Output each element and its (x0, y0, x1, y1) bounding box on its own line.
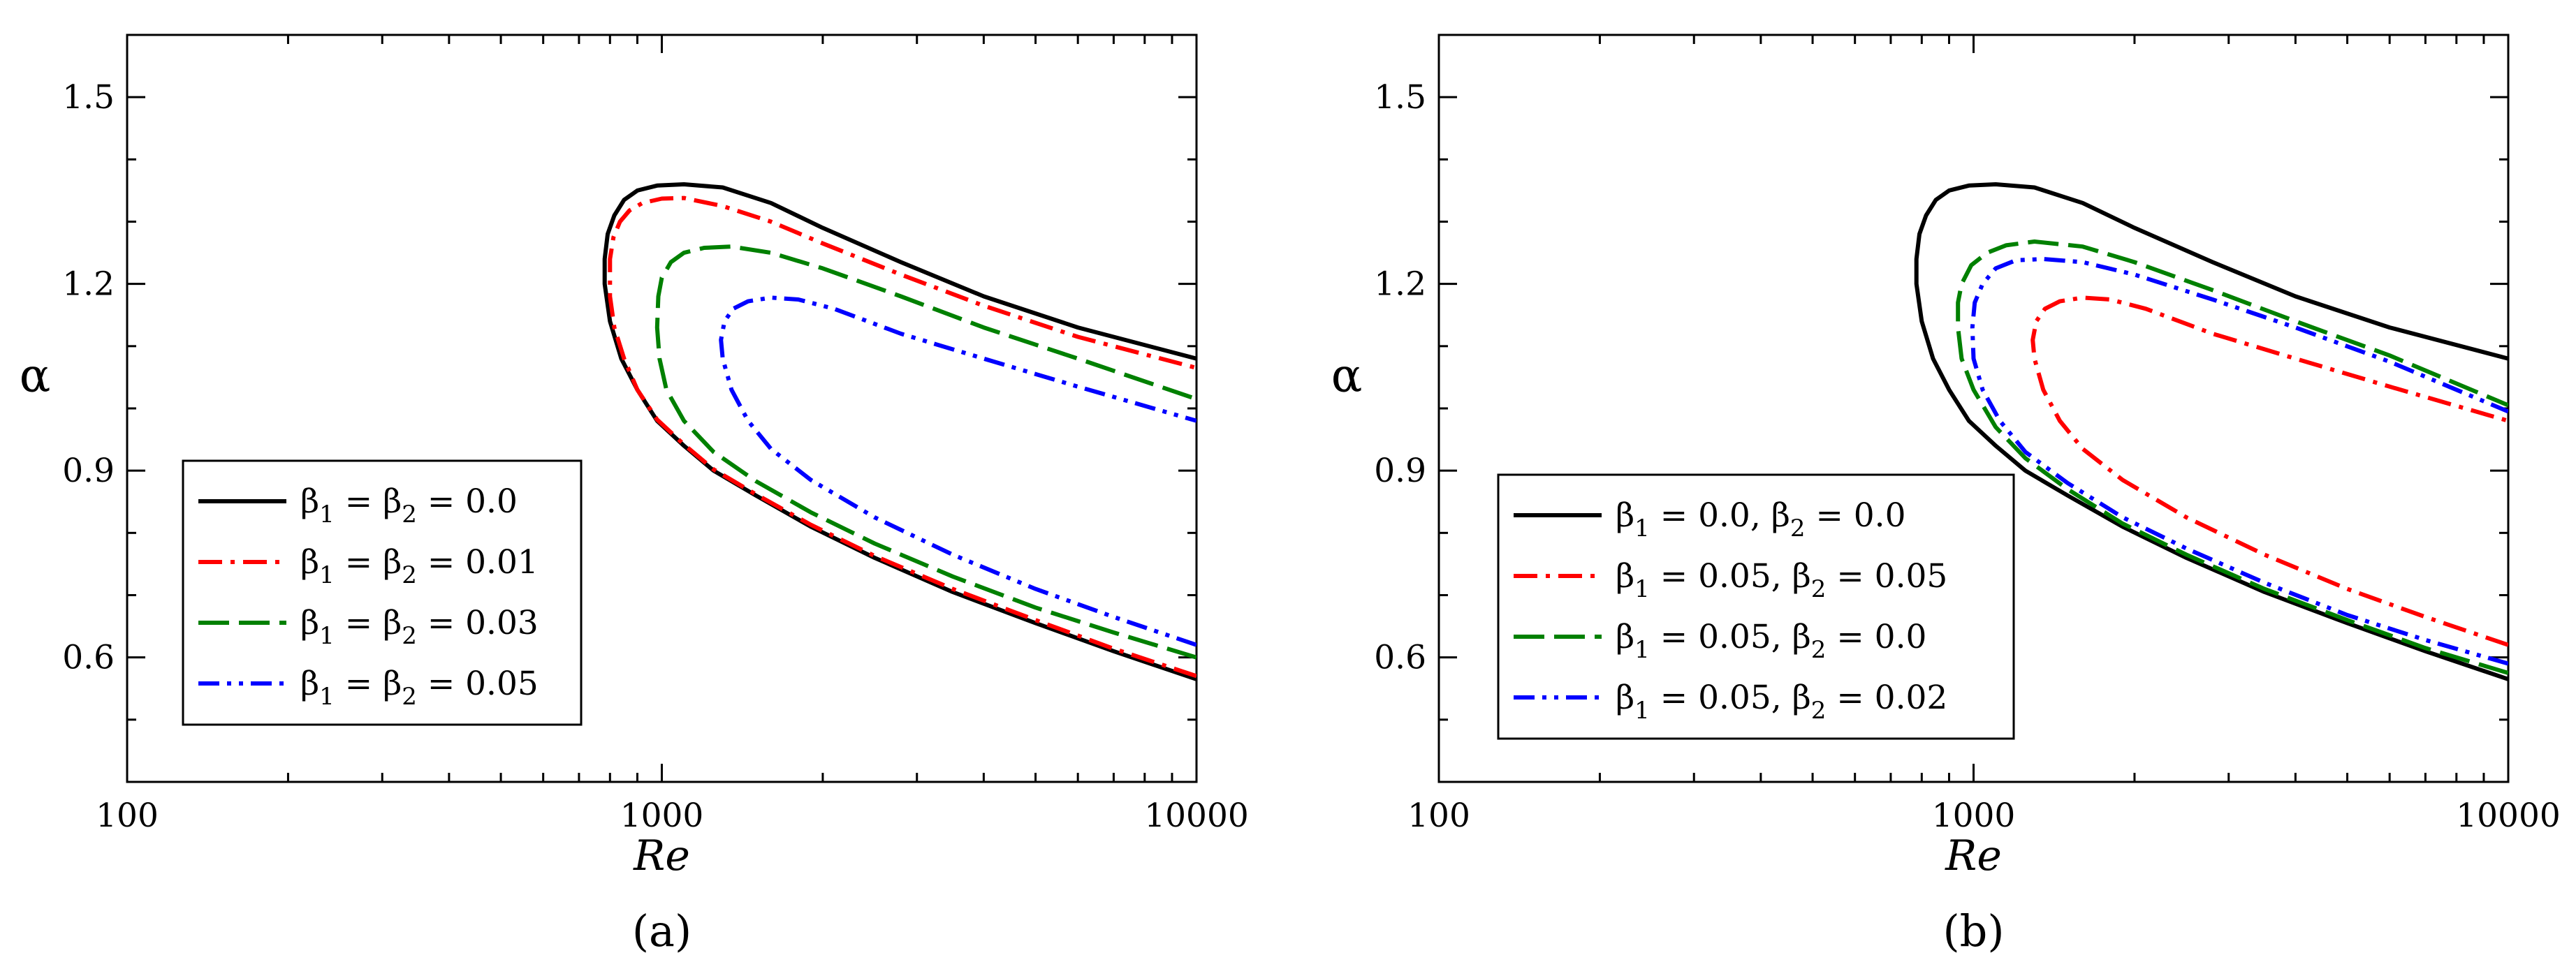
x-tick-label: 1000 (1932, 797, 2016, 835)
legend-label-1: β1 = 0.0, β2 = 0.0 (1616, 496, 1906, 542)
series-line-1 (1914, 182, 2508, 681)
legend-part-s1: 1 (1634, 636, 1650, 664)
y-tick-label: 0.6 (62, 639, 115, 677)
y-tick-label: 1.5 (1374, 78, 1426, 117)
y-tick-label: 1.2 (62, 265, 115, 304)
legend-part-main: β (300, 482, 319, 521)
y-axis-label: α (20, 348, 51, 402)
legend-part-rest: = 0.03 (417, 604, 539, 642)
legend-part-mid: = 0.0, β (1650, 496, 1790, 535)
legend-part-main: β (300, 665, 319, 703)
series-line-3 (654, 244, 1196, 660)
legend-part-rest: = 0.0 (417, 482, 518, 521)
series-line-2 (2030, 295, 2508, 647)
legend-label-4: β1 = 0.05, β2 = 0.02 (1616, 679, 1947, 725)
legend-part-rest: = 0.0 (1806, 496, 1906, 535)
series-line-4 (719, 295, 1196, 647)
x-tick-label: 10000 (1144, 797, 1249, 835)
legend-part-s2: 2 (402, 683, 417, 711)
legend-part-rest: = 0.05 (417, 665, 539, 703)
x-tick-label: 100 (96, 797, 159, 835)
legend-part-s2: 2 (1811, 636, 1827, 664)
legend-part-main: β (1616, 618, 1634, 656)
series-line-4 (1970, 257, 2508, 666)
y-tick-label: 1.2 (1374, 265, 1426, 304)
legend-part-main: β (1616, 557, 1634, 596)
legend-part-s2: 2 (402, 501, 417, 528)
y-tick-label: 0.9 (1374, 452, 1426, 490)
legend-part-s2: 2 (1790, 515, 1806, 542)
legend-part-s1: 1 (1634, 575, 1650, 603)
legend: β1 = 0.0, β2 = 0.0β1 = 0.05, β2 = 0.05β1… (1497, 473, 2015, 740)
series-line-2 (608, 195, 1196, 679)
y-tick-label: 0.9 (62, 452, 115, 490)
legend-label-3: β1 = 0.05, β2 = 0.0 (1616, 618, 1926, 664)
x-axis-label: Re (1945, 831, 2002, 880)
legend-label-2: β1 = 0.05, β2 = 0.05 (1616, 557, 1947, 603)
y-tick-label: 1.5 (62, 78, 115, 117)
legend-part-main: β (300, 604, 319, 642)
legend-label-1: β1 = β2 = 0.0 (300, 482, 518, 528)
x-tick-label: 10000 (2456, 797, 2561, 835)
legend-label-3: β1 = β2 = 0.03 (300, 604, 539, 650)
x-tick-label: 100 (1407, 797, 1470, 835)
legend-part-mid: = 0.05, β (1650, 679, 1811, 717)
legend-box (182, 459, 583, 726)
legend-part-s2: 2 (1811, 697, 1827, 725)
legend-part-s1: 1 (1634, 697, 1650, 725)
x-tick-label: 1000 (620, 797, 704, 835)
legend-part-main: β (1616, 679, 1634, 717)
legend-part-s2: 2 (402, 622, 417, 650)
series-line-3 (1956, 239, 2508, 675)
legend-part-main: β (1616, 496, 1634, 535)
legend-part-s1: 1 (1634, 515, 1650, 542)
legend-part-s1: 1 (319, 561, 335, 589)
legend-part-rest: = 0.05 (1826, 557, 1947, 596)
panel-caption: (a) (632, 905, 691, 956)
y-axis-label: α (1331, 348, 1363, 402)
legend-part-s2: 2 (1811, 575, 1827, 603)
legend-part-rest: = 0.0 (1826, 618, 1926, 656)
legend-part-main: β (300, 543, 319, 582)
legend-part-s1: 1 (319, 683, 335, 711)
legend-part-s1: 1 (319, 622, 335, 650)
legend-part-rest: = 0.02 (1826, 679, 1947, 717)
legend-part-mid: = β (335, 543, 402, 582)
y-tick-label: 0.6 (1374, 639, 1426, 677)
legend-label-2: β1 = β2 = 0.01 (300, 543, 539, 589)
legend-part-mid: = β (335, 604, 402, 642)
legend-box (1497, 473, 2015, 740)
panel-caption: (b) (1942, 905, 2004, 956)
legend-label-4: β1 = β2 = 0.05 (300, 665, 539, 711)
legend-part-rest: = 0.01 (417, 543, 539, 582)
legend-part-mid: = 0.05, β (1650, 557, 1811, 596)
legend-part-mid: = β (335, 665, 402, 703)
legend-part-s1: 1 (319, 501, 335, 528)
legend-part-s2: 2 (402, 561, 417, 589)
legend-part-mid: = β (335, 482, 402, 521)
x-axis-label: Re (633, 831, 690, 880)
legend-part-mid: = 0.05, β (1650, 618, 1811, 656)
